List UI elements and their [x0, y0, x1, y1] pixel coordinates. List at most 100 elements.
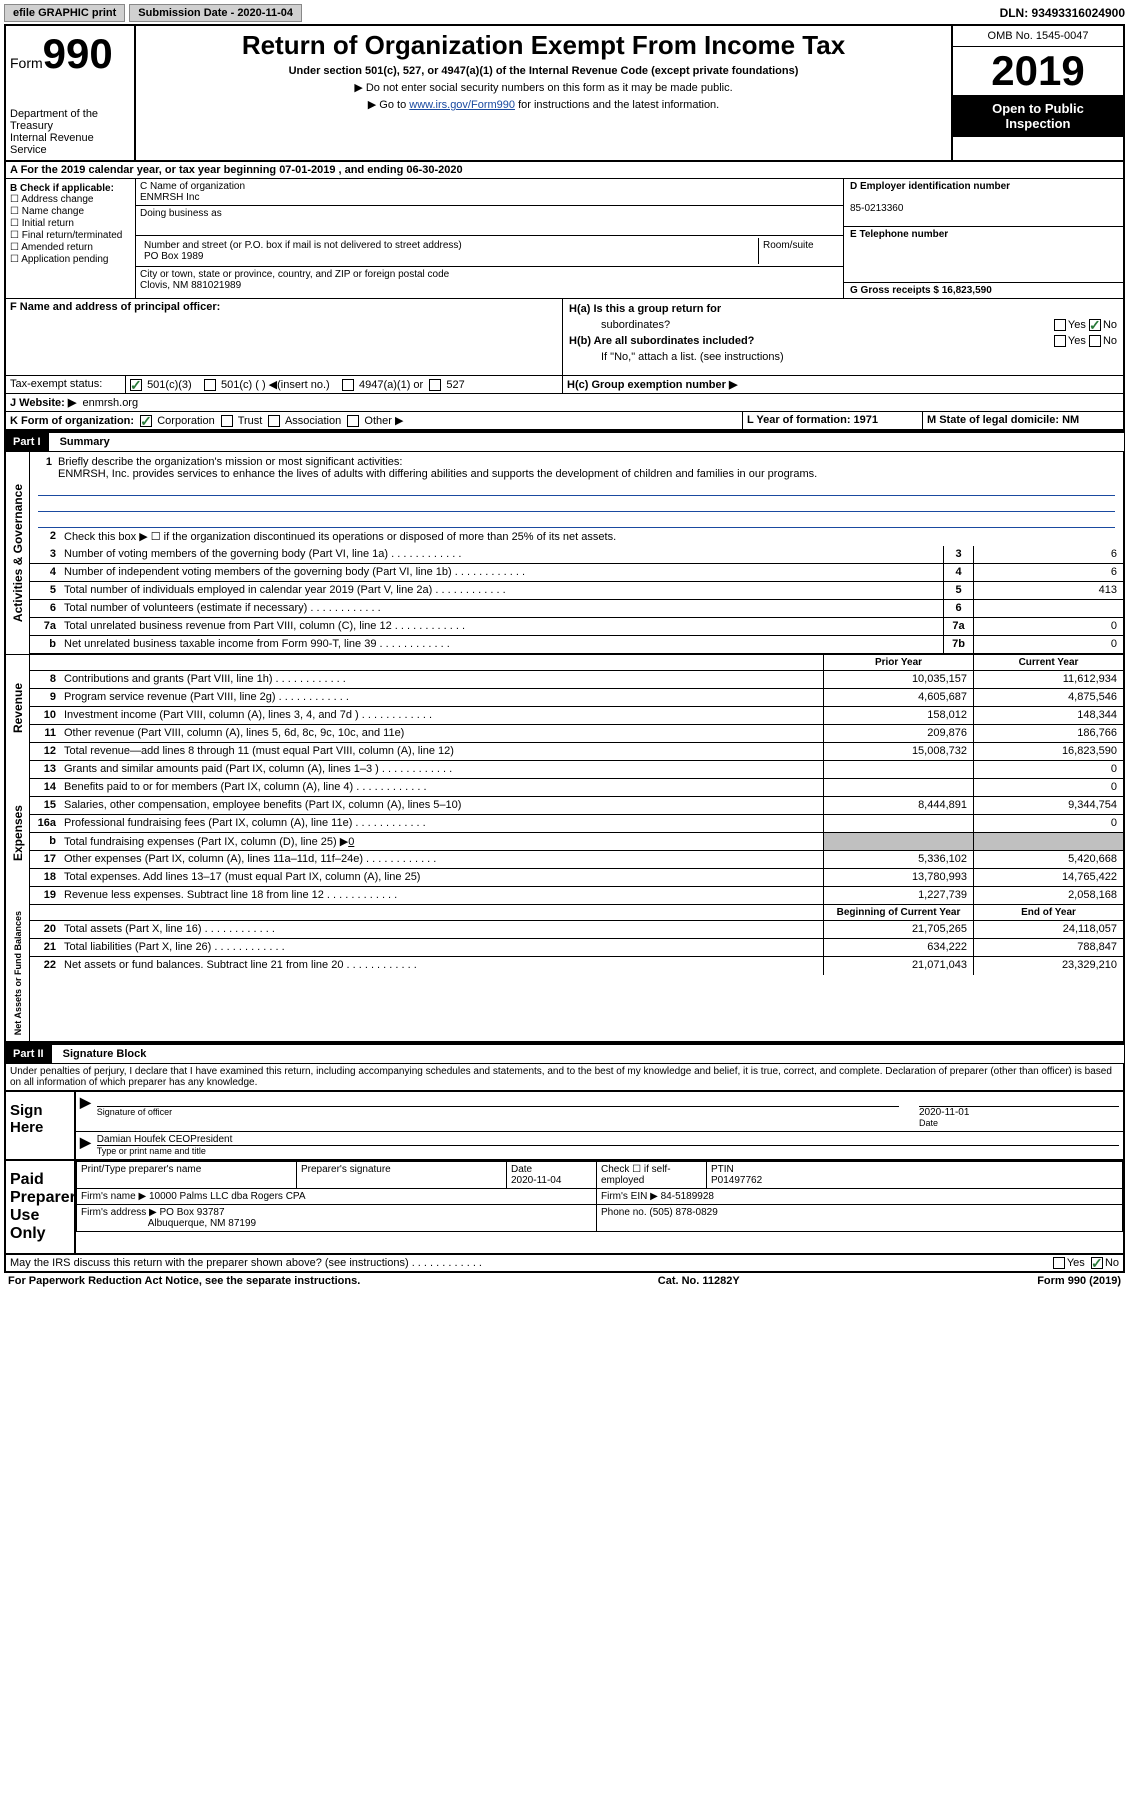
state-domicile: M State of legal domicile: NM: [927, 414, 1079, 426]
line14: Benefits paid to or for members (Part IX…: [60, 779, 823, 796]
hb-label: H(b) Are all subordinates included?: [569, 335, 754, 347]
form990-link[interactable]: www.irs.gov/Form990: [409, 99, 515, 111]
c12: 16,823,590: [973, 743, 1123, 760]
gross-receipts: G Gross receipts $ 16,823,590: [850, 285, 992, 296]
val7a: 0: [973, 618, 1123, 635]
prep-print-label: Print/Type preparer's name: [81, 1164, 201, 1175]
discuss-no-check[interactable]: [1091, 1257, 1103, 1269]
c10: 148,344: [973, 707, 1123, 724]
check-initial-return[interactable]: ☐ Initial return: [10, 218, 131, 229]
firm-phone-label: Phone no.: [601, 1207, 647, 1218]
check-address-change[interactable]: ☐ Address change: [10, 194, 131, 205]
hb-note: If "No," attach a list. (see instruction…: [599, 349, 1119, 365]
c15: 9,344,754: [973, 797, 1123, 814]
line11: Other revenue (Part VIII, column (A), li…: [60, 725, 823, 742]
part2-label: Part II: [5, 1045, 52, 1063]
c9: 4,875,546: [973, 689, 1123, 706]
hdr-prior: Prior Year: [823, 655, 973, 670]
line9: Program service revenue (Part VIII, line…: [60, 689, 823, 706]
check-4947[interactable]: [342, 379, 354, 391]
ha-yes-check[interactable]: [1054, 319, 1066, 331]
line7b: Net unrelated business taxable income fr…: [60, 636, 943, 653]
check-application-pending[interactable]: ☐ Application pending: [10, 254, 131, 265]
footer: For Paperwork Reduction Act Notice, see …: [4, 1273, 1125, 1289]
ein-value: 85-0213360: [850, 203, 903, 214]
line12: Total revenue—add lines 8 through 11 (mu…: [60, 743, 823, 760]
line13: Grants and similar amounts paid (Part IX…: [60, 761, 823, 778]
line1-label: Briefly describe the organization's miss…: [58, 456, 402, 468]
efile-print-button[interactable]: efile GRAPHIC print: [4, 4, 125, 22]
form-title: Return of Organization Exempt From Incom…: [140, 30, 947, 61]
line1-text: ENMRSH, Inc. provides services to enhanc…: [34, 468, 1119, 480]
check-501c[interactable]: [204, 379, 216, 391]
check-other[interactable]: [347, 415, 359, 427]
hb-yes-check[interactable]: [1054, 335, 1066, 347]
b21: 634,222: [823, 939, 973, 956]
check-527[interactable]: [429, 379, 441, 391]
sig-date-label: Date: [919, 1118, 938, 1128]
phone-label: E Telephone number: [850, 229, 948, 240]
submission-date-button[interactable]: Submission Date - 2020-11-04: [129, 4, 302, 22]
ptin-label: PTIN: [711, 1164, 734, 1175]
check-corporation[interactable]: [140, 415, 152, 427]
c11: 186,766: [973, 725, 1123, 742]
line19: Revenue less expenses. Subtract line 18 …: [60, 887, 823, 904]
section-k-label: K Form of organization:: [10, 415, 134, 427]
ptin-value: P01497762: [711, 1175, 762, 1186]
p13: [823, 761, 973, 778]
c14: 0: [973, 779, 1123, 796]
firm-ein-label: Firm's EIN ▶: [601, 1191, 658, 1202]
ha-sub: subordinates?: [601, 319, 670, 331]
e22: 23,329,210: [973, 957, 1123, 975]
type-label: Type or print name and title: [97, 1146, 206, 1156]
e21: 788,847: [973, 939, 1123, 956]
org-name: ENMRSH Inc: [140, 192, 199, 203]
section-f-h: F Name and address of principal officer:…: [4, 299, 1125, 376]
check-final-return[interactable]: ☐ Final return/terminated: [10, 230, 131, 241]
discuss-yes-check[interactable]: [1053, 1257, 1065, 1269]
line7a: Total unrelated business revenue from Pa…: [60, 618, 943, 635]
line18: Total expenses. Add lines 13–17 (must eq…: [60, 869, 823, 886]
line17: Other expenses (Part IX, column (A), lin…: [60, 851, 823, 868]
subtitle-1: Under section 501(c), 527, or 4947(a)(1)…: [140, 65, 947, 77]
line16a: Professional fundraising fees (Part IX, …: [60, 815, 823, 832]
street-value: PO Box 1989: [144, 251, 203, 262]
p9: 4,605,687: [823, 689, 973, 706]
dept-treasury: Department of the Treasury: [10, 108, 130, 132]
ha-label: H(a) Is this a group return for: [569, 303, 721, 315]
hdr-current: Current Year: [973, 655, 1123, 670]
check-association[interactable]: [268, 415, 280, 427]
line8: Contributions and grants (Part VIII, lin…: [60, 671, 823, 688]
b20: 21,705,265: [823, 921, 973, 938]
check-amended[interactable]: ☐ Amended return: [10, 242, 131, 253]
vert-activities: Activities & Governance: [9, 478, 27, 628]
vert-revenue: Revenue: [9, 677, 27, 739]
prep-date: 2020-11-04: [511, 1175, 561, 1186]
vert-expenses: Expenses: [9, 799, 27, 867]
check-trust[interactable]: [221, 415, 233, 427]
p14: [823, 779, 973, 796]
preparer-table: Print/Type preparer's name Preparer's si…: [76, 1161, 1123, 1232]
p19: 1,227,739: [823, 887, 973, 904]
dln-text: DLN: 93493316024900: [1000, 6, 1125, 20]
hb-no-check[interactable]: [1089, 335, 1101, 347]
arrow-icon: ▶: [80, 1134, 91, 1157]
vert-netassets: Net Assets or Fund Balances: [11, 905, 25, 1041]
ha-no-check[interactable]: [1089, 319, 1101, 331]
sig-officer-label: Signature of officer: [97, 1107, 172, 1117]
check-501c3[interactable]: [130, 379, 142, 391]
c16a: 0: [973, 815, 1123, 832]
prep-sig-label: Preparer's signature: [301, 1164, 391, 1175]
section-bcd: B Check if applicable: ☐ Address change …: [4, 179, 1125, 299]
subtitle-3: ▶ Go to www.irs.gov/Form990 for instruct…: [140, 98, 947, 111]
street-label: Number and street (or P.O. box if mail i…: [144, 240, 462, 251]
city-value: Clovis, NM 881021989: [140, 280, 241, 291]
check-name-change[interactable]: ☐ Name change: [10, 206, 131, 217]
line16b: Total fundraising expenses (Part IX, col…: [60, 833, 823, 850]
p16a: [823, 815, 973, 832]
line10: Investment income (Part VIII, column (A)…: [60, 707, 823, 724]
part1-label: Part I: [5, 433, 49, 451]
website-label: J Website: ▶: [10, 397, 76, 409]
part1-title: Summary: [52, 433, 118, 451]
val7b: 0: [973, 636, 1123, 653]
